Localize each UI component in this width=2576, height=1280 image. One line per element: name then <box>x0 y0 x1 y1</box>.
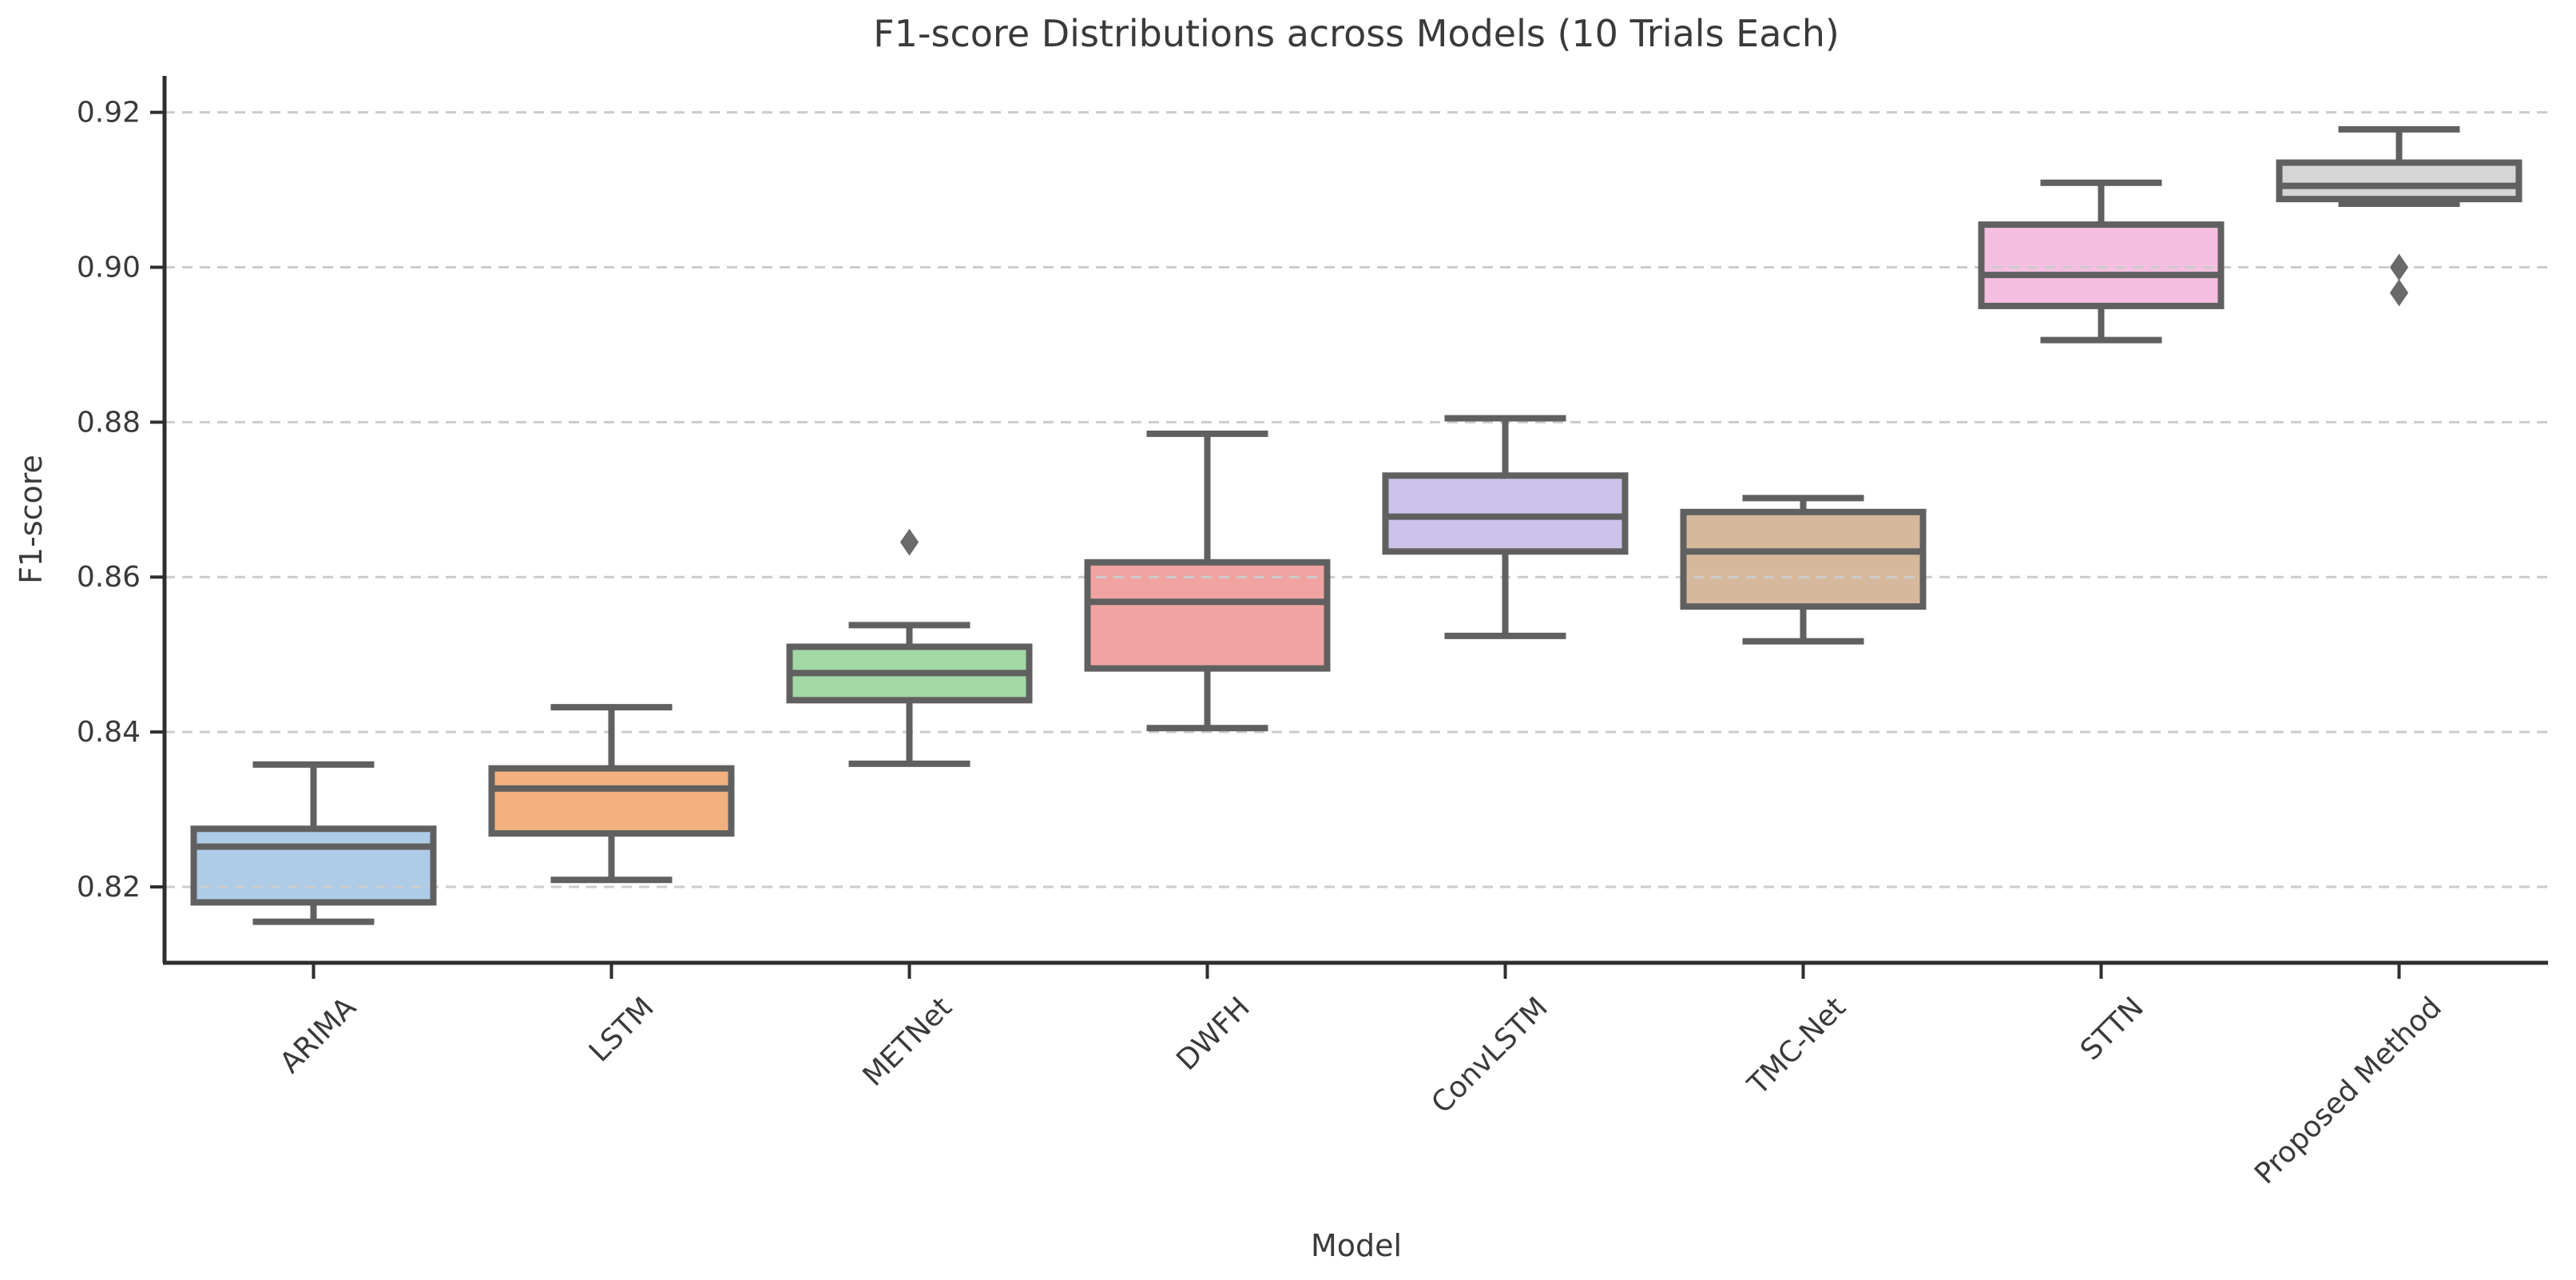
box-fill-Proposed Method <box>2279 162 2519 200</box>
outlier-METNet-0 <box>899 528 919 556</box>
x-tick-label-Proposed Method: Proposed Method <box>2249 991 2448 1191</box>
outlier-Proposed Method-1 <box>2389 279 2409 307</box>
box-strokes-layer <box>190 125 2522 925</box>
box-outline-DWFH <box>1084 559 1331 672</box>
outliers-layer <box>899 253 2409 556</box>
x-tick-label-ARIMA: ARIMA <box>274 991 363 1079</box>
box-fill-STTN <box>1981 225 2221 306</box>
y-axis-label: F1-score <box>14 455 49 584</box>
box-outline-TMC-Net <box>1680 508 1927 610</box>
axes-layer <box>150 76 2548 979</box>
box-outline-Proposed Method <box>2276 159 2522 203</box>
y-tick-label-0.84: 0.84 <box>77 716 141 749</box>
x-tick-label-LSTM: LSTM <box>583 991 661 1068</box>
y-tick-label-0.82: 0.82 <box>77 871 141 904</box>
outlier-Proposed Method-0 <box>2389 253 2409 281</box>
box-outline-STTN <box>1978 221 2225 309</box>
x-tick-label-METNet: METNet <box>857 991 959 1092</box>
x-tick-label-DWFH: DWFH <box>1170 991 1256 1077</box>
x-tick-label-TMC-Net: TMC-Net <box>1741 991 1852 1102</box>
x-tick-label-STTN: STTN <box>2074 991 2150 1067</box>
box-fill-LSTM <box>491 768 732 834</box>
box-fill-DWFH <box>1087 562 1328 669</box>
y-tick-label-0.92: 0.92 <box>77 97 141 129</box>
box-outline-ARIMA <box>190 825 437 906</box>
box-outline-LSTM <box>488 765 735 837</box>
box-fill-ARIMA <box>193 829 434 903</box>
x-axis-label: Model <box>1311 1228 1402 1263</box>
gridlines-layer <box>165 111 2548 888</box>
x-tick-label-ConvLSTM: ConvLSTM <box>1425 991 1554 1119</box>
y-tick-label-0.90: 0.90 <box>77 251 141 284</box>
chart-title: F1-score Distributions across Models (10… <box>873 12 1840 55</box>
y-tick-label-0.86: 0.86 <box>77 561 141 594</box>
box-fill-TMC-Net <box>1683 511 1923 607</box>
y-tick-label-0.88: 0.88 <box>77 406 141 439</box>
